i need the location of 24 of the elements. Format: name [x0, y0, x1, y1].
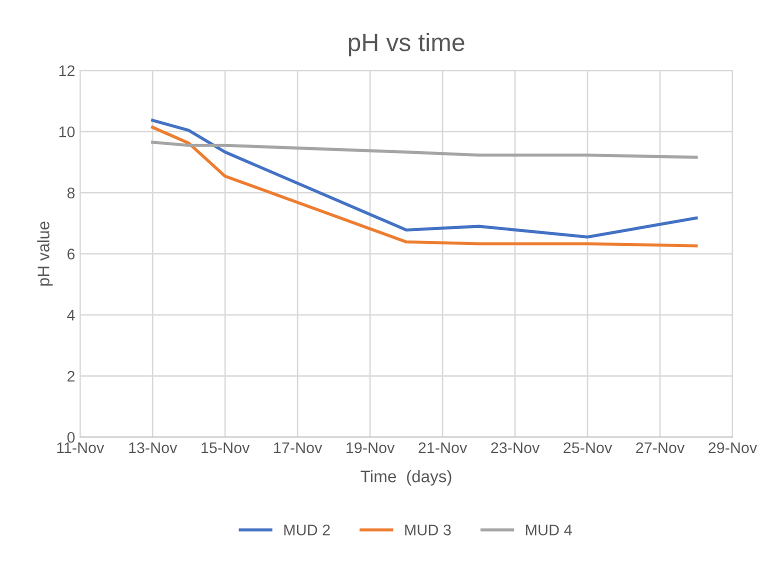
line-series — [151, 140, 698, 159]
y-tick-label: 10 — [59, 126, 75, 138]
legend-label: MUD 4 — [526, 524, 572, 536]
y-tick-label: 2 — [68, 370, 74, 382]
legend-label: MUD 2 — [284, 524, 330, 536]
y-tick-label: 0 — [67, 432, 75, 443]
x-tick-label: 11-Nov — [57, 442, 104, 454]
x-tick-label: 19-Nov — [346, 442, 395, 454]
y-tick-label: 6 — [68, 248, 75, 260]
x-axis-title: Time (days) — [360, 470, 452, 486]
x-tick-label: 15-Nov — [202, 442, 250, 454]
x-tick-label: 29-Nov — [708, 442, 758, 454]
x-tick-label: 21-Nov — [418, 442, 468, 454]
chart-title: pH vs time — [348, 32, 464, 56]
x-tick-label: 13-Nov — [129, 442, 178, 454]
y-tick-label: 8 — [67, 188, 75, 198]
y-tick-label: 4 — [67, 310, 75, 320]
x-tick-label: 25-Nov — [564, 442, 612, 454]
x-tick-label: 23-Nov — [491, 442, 540, 454]
legend-label: MUD 3 — [405, 524, 451, 536]
x-tick-label: 17-Nov — [274, 442, 322, 454]
x-tick-label: 27-Nov — [636, 442, 685, 454]
y-axis-title: pH value — [37, 222, 53, 286]
y-tick-label: 12 — [59, 65, 74, 76]
